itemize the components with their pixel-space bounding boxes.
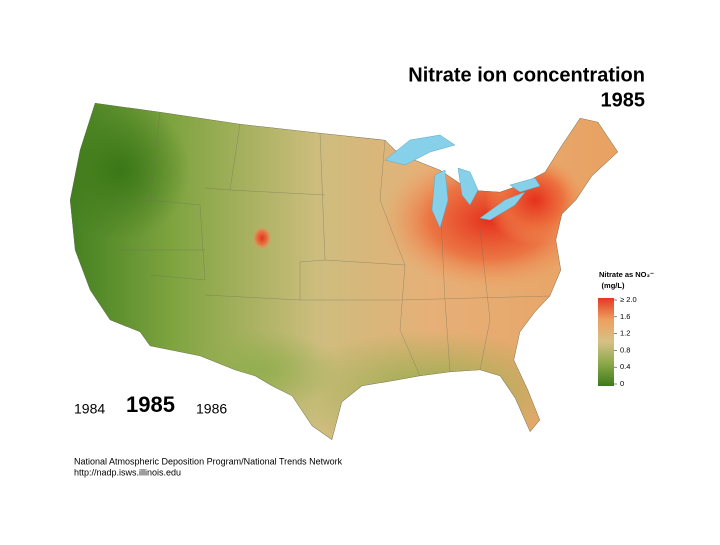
year-next[interactable]: 1986 [196, 401, 227, 417]
year-current: 1985 [126, 392, 175, 417]
legend-tick-label: 1.6 [620, 312, 630, 321]
legend-tick-label: 0 [620, 379, 624, 388]
legend-tick-label: ≥ 2.0 [620, 295, 637, 304]
year-prev[interactable]: 1984 [74, 401, 105, 417]
legend-title: Nitrate as NO₃⁻ [599, 270, 654, 279]
legend-tick-label: 0.4 [620, 362, 630, 371]
footer-url: http://nadp.isws.illinois.edu [74, 467, 181, 477]
color-bar [598, 298, 614, 386]
legend: ≥ 2.0 1.6 1.2 0.8 0.4 0 [598, 295, 637, 388]
map-year: 1985 [601, 89, 646, 111]
legend-unit: (mg/L) [602, 281, 625, 290]
map-title: Nitrate ion concentration [408, 64, 645, 86]
legend-tick-label: 1.2 [620, 329, 630, 338]
great-lakes [384, 134, 541, 229]
legend-tick-label: 0.8 [620, 345, 630, 354]
footer-source: National Atmospheric Deposition Program/… [74, 456, 343, 466]
